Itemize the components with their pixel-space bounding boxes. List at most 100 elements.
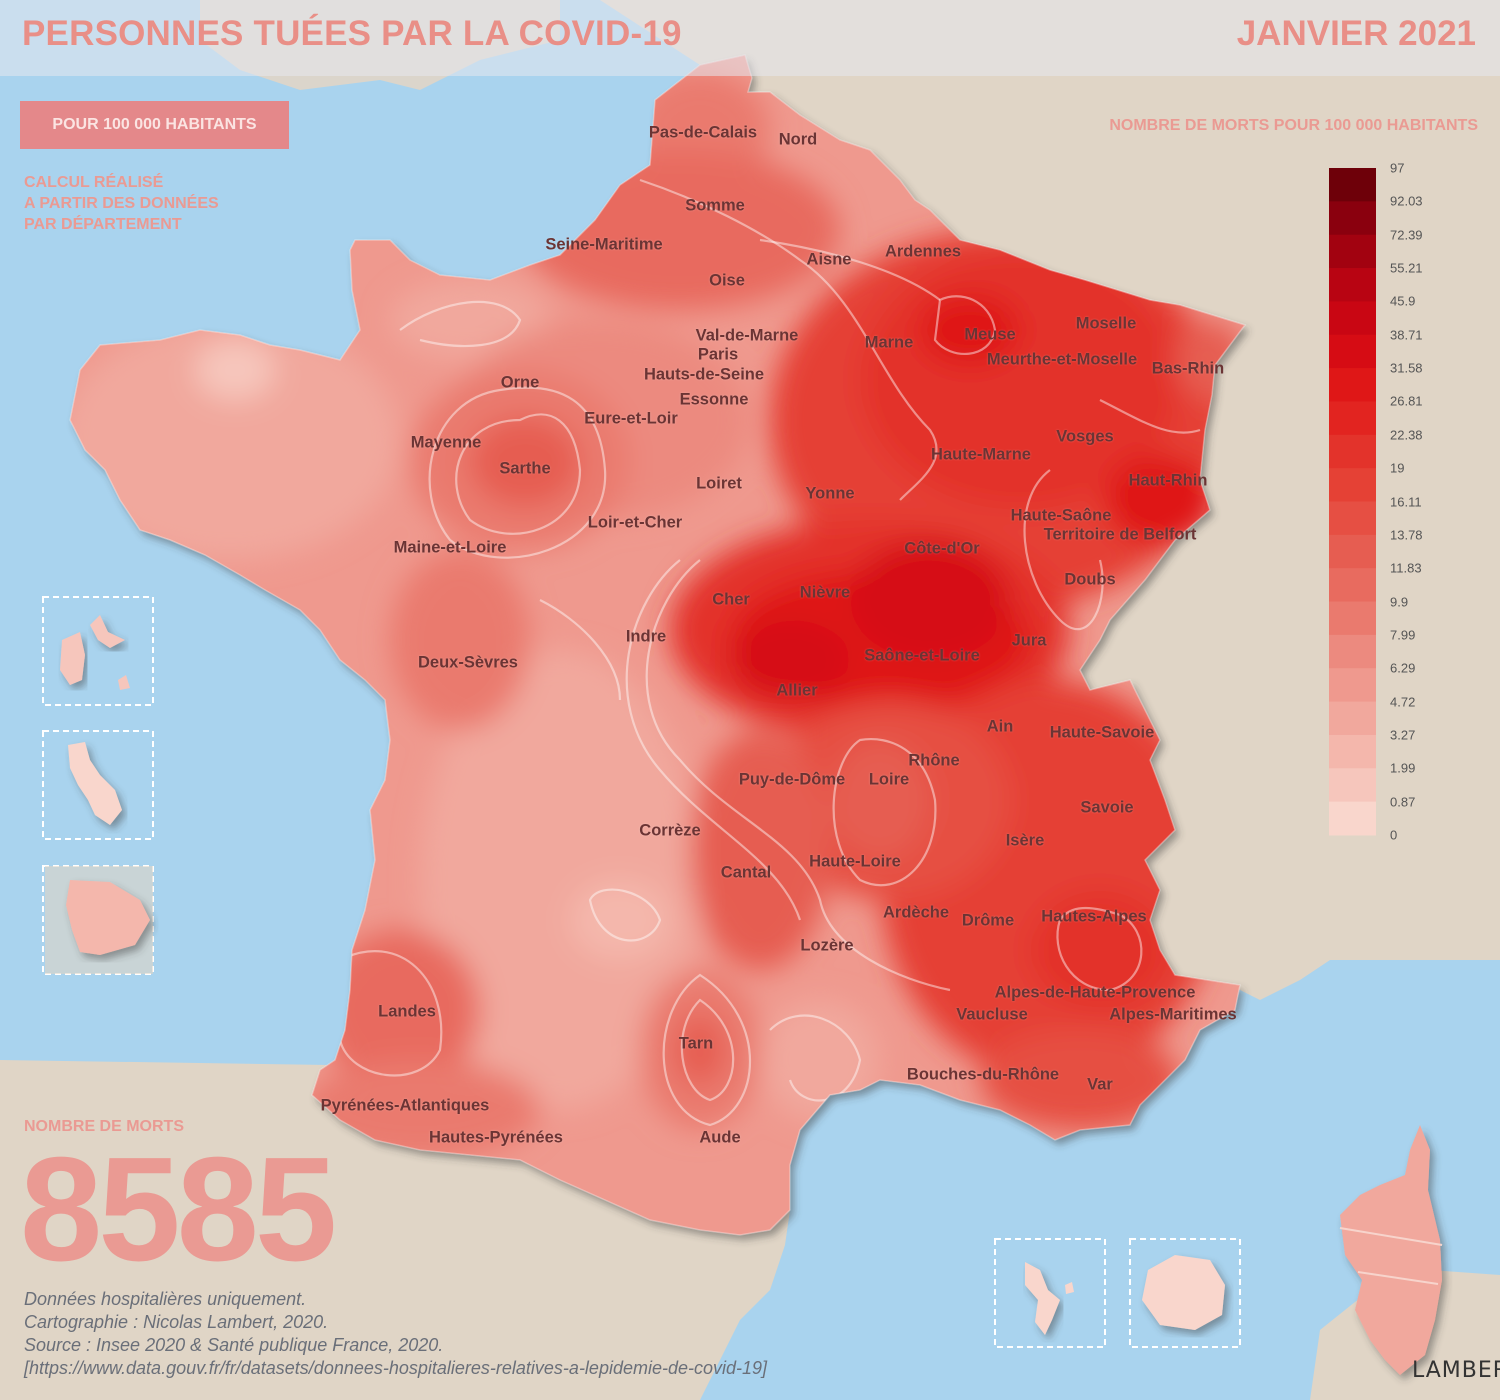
date-label: JANVIER 2021	[1236, 14, 1476, 53]
legend-tick-label: 9.9	[1390, 594, 1409, 610]
dept-label-loire: Loire	[868, 770, 910, 789]
inset-guadeloupe	[42, 596, 154, 706]
dept-label-pas-de-calais: Pas-de-Calais	[648, 123, 758, 142]
legend-swatch	[1329, 768, 1376, 803]
legend-swatch	[1329, 234, 1376, 269]
dept-label-deux-sevres: Deux-Sèvres	[418, 653, 518, 672]
legend-swatch	[1329, 368, 1376, 402]
dept-label-seine-maritime: Seine-Maritime	[545, 235, 663, 254]
calculation-note-line: A PARTIR DES DONNÉES	[24, 195, 219, 212]
dept-label-jura: Jura	[1011, 631, 1047, 650]
spain-land	[0, 1060, 790, 1400]
legend-swatch	[1329, 334, 1376, 369]
legend-swatch	[1329, 601, 1376, 636]
legend-tick-label: 16.11	[1390, 494, 1422, 509]
dept-label-marne: Marne	[864, 333, 914, 352]
legend-tick-label: 11.83	[1390, 560, 1422, 576]
dept-label-val-de-marne: Val-de-Marne	[695, 326, 799, 345]
legend-swatch	[1329, 701, 1376, 736]
dept-label-savoie: Savoie	[1080, 798, 1134, 817]
title-band	[0, 0, 1500, 76]
legend-tick-label: 72.39	[1390, 227, 1423, 243]
dept-label-mayenne: Mayenne	[410, 433, 482, 452]
inset-mayotte	[994, 1238, 1106, 1348]
legend-swatch	[1329, 434, 1376, 469]
legend-tick-label: 45.9	[1390, 293, 1416, 309]
dept-label-nord: Nord	[778, 130, 818, 149]
legend-swatch	[1329, 268, 1376, 302]
dept-label-allier: Allier	[776, 681, 818, 700]
legend-swatch	[1329, 501, 1376, 536]
dept-label-bouches-du-rhone: Bouches-du-Rhône	[906, 1065, 1060, 1084]
dept-label-lozere: Lozère	[800, 936, 854, 955]
legend-tick-label: 0.87	[1390, 794, 1416, 810]
legend-swatch	[1329, 734, 1376, 769]
dept-label-haute-savoie: Haute-Savoie	[1049, 723, 1155, 742]
dept-label-meurthe-et-moselle: Meurthe-et-Moselle	[986, 350, 1138, 369]
source-notes: Données hospitalières uniquement. Cartog…	[24, 1288, 767, 1380]
dept-label-tarn: Tarn	[678, 1034, 714, 1053]
dept-label-ardennes: Ardennes	[884, 242, 962, 261]
note-line: Cartographie : Nicolas Lambert, 2020.	[24, 1312, 329, 1332]
dept-label-alpes-maritimes: Alpes-Maritimes	[1109, 1005, 1237, 1024]
dept-label-var: Var	[1087, 1075, 1113, 1094]
legend-swatch	[1329, 201, 1376, 236]
dept-label-haut-rhin: Haut-Rhin	[1128, 471, 1208, 490]
dept-label-oise: Oise	[709, 271, 745, 290]
dept-label-haute-saone: Haute-Saône	[1010, 506, 1112, 525]
dept-label-orne: Orne	[500, 373, 540, 392]
legend-swatch	[1329, 468, 1376, 502]
dept-label-correze: Corrèze	[639, 821, 701, 840]
dept-label-bas-rhin: Bas-Rhin	[1151, 359, 1225, 378]
dept-label-aisne: Aisne	[806, 250, 852, 269]
deaths-total: 8585	[20, 1127, 337, 1292]
dept-label-nievre: Nièvre	[799, 583, 851, 602]
dept-label-saone-et-loire: Saône-et-Loire	[864, 646, 980, 665]
legend-tick-label: 55.21	[1390, 260, 1423, 276]
legend-tick-label: 97	[1390, 160, 1405, 176]
legend-tick-label: 7.99	[1390, 627, 1416, 643]
author-signature: LAMBERT	[1412, 1358, 1500, 1383]
inset-guyane	[42, 865, 154, 975]
dept-label-cote-d-or: Côte-d'Or	[904, 539, 980, 558]
dept-label-puy-de-dome: Puy-de-Dôme	[738, 770, 846, 789]
legend-tick-label: 26.81	[1390, 393, 1423, 409]
dept-label-drome: Drôme	[961, 911, 1015, 930]
dept-label-pyrenees-atlantiques: Pyrénées-Atlantiques	[320, 1096, 490, 1115]
legend-tick-label: 3.27	[1390, 727, 1416, 743]
legend-swatch	[1329, 168, 1376, 202]
dept-label-eure-et-loir: Eure-et-Loir	[584, 409, 678, 428]
dept-label-loiret: Loiret	[696, 474, 742, 493]
legend-tick-label: 4.72	[1390, 694, 1416, 710]
legend-color-bar	[1329, 168, 1376, 836]
dept-label-sarthe: Sarthe	[499, 459, 551, 478]
note-line: Données hospitalières uniquement.	[24, 1289, 307, 1309]
dept-label-loir-et-cher: Loir-et-Cher	[587, 513, 683, 532]
dept-label-alpes-de-haute-provence: Alpes-de-Haute-Provence	[994, 983, 1196, 1002]
legend-tick-label: 1.99	[1390, 760, 1416, 776]
dept-label-paris: Paris	[697, 345, 739, 364]
page-title: PERSONNES TUÉES PAR LA COVID-19	[22, 14, 682, 53]
dept-label-meuse: Meuse	[964, 325, 1016, 344]
dept-label-vaucluse: Vaucluse	[956, 1005, 1028, 1024]
per-capita-badge: POUR 100 000 HABITANTS	[20, 101, 289, 149]
note-line: [https://www.data.gouv.fr/fr/datasets/do…	[24, 1358, 768, 1378]
dept-label-maine-et-loire: Maine-et-Loire	[393, 538, 507, 557]
legend-tick-label: 13.78	[1390, 527, 1423, 543]
dept-label-cantal: Cantal	[720, 863, 772, 882]
inset-reunion	[1129, 1238, 1241, 1348]
corsica	[1339, 1125, 1443, 1375]
legend-tick-label: 0	[1390, 827, 1398, 843]
dept-label-somme: Somme	[685, 196, 745, 215]
dept-label-doubs: Doubs	[1064, 570, 1116, 589]
calculation-note-line: CALCUL RÉALISÉ	[24, 174, 164, 191]
dept-label-hautes-pyrenees: Hautes-Pyrénées	[429, 1128, 563, 1147]
legend-swatch	[1329, 801, 1376, 836]
legend-swatch	[1329, 534, 1376, 569]
dept-label-haute-loire: Haute-Loire	[809, 852, 901, 871]
legend-swatch	[1329, 668, 1376, 703]
legend-swatch	[1329, 301, 1376, 336]
dept-label-aude: Aude	[699, 1128, 741, 1147]
dept-label-vosges: Vosges	[1056, 427, 1114, 446]
